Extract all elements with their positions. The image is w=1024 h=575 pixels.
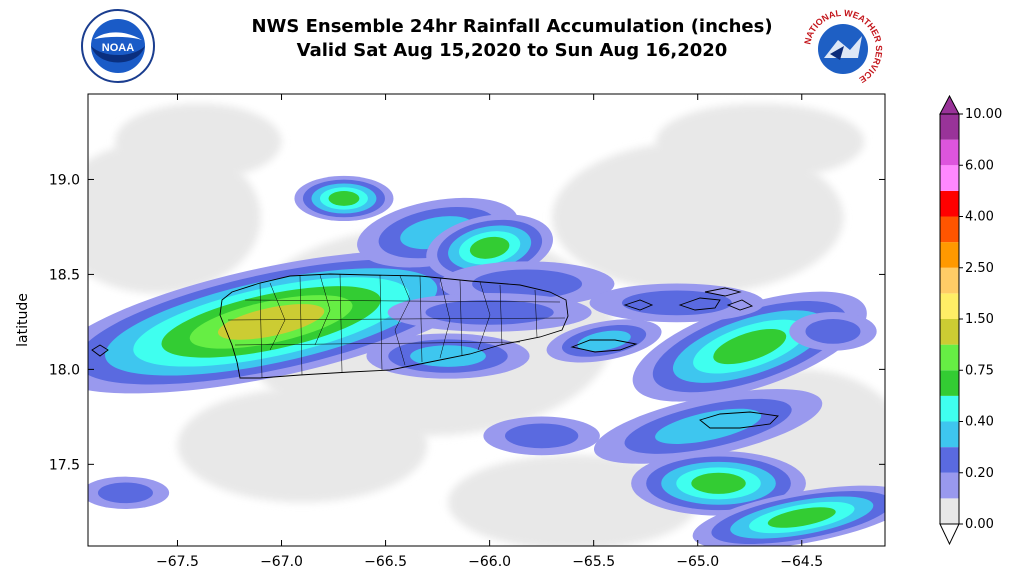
- colorbar-label: 4.00: [965, 210, 994, 225]
- rain-area-trace: [88, 141, 261, 294]
- rain-area: [789, 312, 877, 351]
- colorbar-max-arrow: [939, 94, 960, 115]
- colorbar-segment: [940, 395, 959, 422]
- colorbar: 0.00 0.20 0.40 0.75 1.50 2.50 4.00 6.00 10.00: [939, 94, 1002, 546]
- coastline-layer: [91, 273, 779, 429]
- rain-area-trace: [115, 103, 282, 180]
- rain-contour: [472, 269, 583, 299]
- colorbar-label: 6.00: [965, 158, 994, 173]
- colorbar-segment: [940, 139, 959, 166]
- colorbar-segment: [940, 267, 959, 294]
- colorbar-segment: [940, 370, 959, 396]
- colorbar-label: 0.00: [965, 517, 994, 532]
- vieques-outline: [570, 339, 638, 353]
- rain-area: [589, 283, 765, 323]
- mona-island-outline: [91, 344, 109, 357]
- rain-contour: [217, 304, 325, 340]
- x-tick-label: −65.0: [676, 554, 719, 570]
- colorbar-segment: [940, 421, 959, 448]
- colorbar-segment: [940, 114, 959, 140]
- colorbar-segment: [940, 498, 959, 524]
- rain-area: [631, 451, 806, 516]
- y-tick-label: 17.5: [49, 457, 80, 473]
- rain-area: [387, 293, 592, 332]
- y-tick-label: 19.0: [49, 172, 80, 188]
- st-john-outline: [726, 299, 754, 311]
- nws-logo: NATIONAL WEATHER SERVICE: [800, 6, 886, 96]
- colorbar-label: 0.40: [965, 415, 994, 430]
- y-axis-label: latitude: [15, 293, 31, 347]
- rainfall-field: [88, 94, 885, 546]
- rain-area: [483, 416, 600, 456]
- colorbar-label: 10.00: [965, 107, 1002, 122]
- rain-contour: [410, 345, 486, 367]
- rain-contour: [805, 319, 861, 344]
- rain-area-trace: [656, 103, 865, 180]
- rain-contour: [425, 300, 554, 325]
- rain-area: [692, 485, 885, 546]
- culebra-outline: [623, 299, 654, 311]
- svg-text:NOAA: NOAA: [102, 42, 134, 54]
- colorbar-segment: [940, 319, 959, 345]
- rain-contour: [577, 330, 631, 352]
- colorbar-label: 2.50: [965, 261, 994, 276]
- rain-area: [546, 319, 662, 363]
- rain-area-trace: [177, 388, 428, 503]
- x-tick-label: −66.0: [468, 554, 511, 570]
- title-line-1: NWS Ensemble 24hr Rainfall Accumulation …: [251, 16, 773, 37]
- rain-contour: [469, 236, 510, 259]
- colorbar-segment: [940, 293, 959, 319]
- colorbar-label: 0.20: [965, 466, 994, 481]
- y-tick-label: 18.0: [49, 362, 80, 378]
- colorbar-segment: [940, 216, 959, 243]
- rain-area: [88, 250, 494, 394]
- colorbar-segment: [940, 242, 959, 268]
- x-tick-label: −67.5: [156, 554, 199, 570]
- rain-area-trace: [552, 141, 844, 294]
- axes: −67.5 −67.0 −66.5 −66.0 −65.5 −65.0 −64.5 17.5 1…: [49, 94, 885, 570]
- rain-contour: [713, 328, 787, 365]
- rain-area: [294, 175, 394, 222]
- title-line-2: Valid Sat Aug 15,2020 to Sun Aug 16,2020: [296, 40, 728, 61]
- colorbar-label: 0.75: [965, 363, 994, 378]
- rain-contour: [767, 507, 836, 528]
- plot-frame: [87, 93, 886, 547]
- colorbar-min-arrow: [939, 523, 960, 546]
- colorbar-segment: [940, 472, 959, 499]
- st-croix-outline: [699, 411, 779, 429]
- rain-area: [88, 476, 170, 509]
- x-tick-label: −64.5: [780, 554, 823, 570]
- x-tick-label: −65.5: [572, 554, 615, 570]
- x-tick-label: −66.5: [364, 554, 407, 570]
- municipality-borders: [227, 273, 566, 379]
- colorbar-segment: [940, 190, 959, 217]
- x-tick-label: −67.0: [260, 554, 303, 570]
- colorbar-segment: [940, 165, 959, 191]
- rain-contour: [328, 191, 360, 206]
- y-tick-label: 18.5: [49, 267, 80, 283]
- st-thomas-outline: [678, 297, 721, 311]
- noaa-logo: NOAA: [78, 6, 158, 90]
- colorbar-label: 1.50: [965, 312, 994, 327]
- colorbar-segment: [940, 447, 959, 473]
- rain-contour: [691, 472, 746, 494]
- rain-contour: [97, 482, 153, 504]
- tortola-outline: [704, 287, 742, 297]
- rain-area: [366, 333, 530, 379]
- rain-contour: [504, 423, 579, 449]
- puerto-rico-outline: [219, 273, 569, 379]
- colorbar-segment: [940, 344, 959, 371]
